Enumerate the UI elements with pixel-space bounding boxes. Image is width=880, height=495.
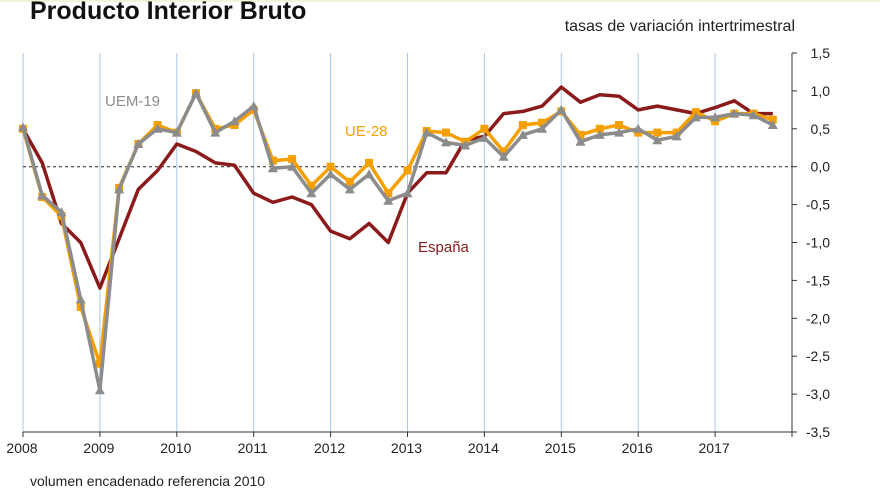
point-uem-19 <box>267 163 278 173</box>
chart-subtitle: tasas de variación intertrimestral <box>564 18 795 35</box>
point-uem-19 <box>671 131 682 141</box>
x-tick-label: 2011 <box>238 440 268 456</box>
point-ue-28 <box>345 177 354 186</box>
point-ue-28 <box>480 124 489 133</box>
point-uem-19 <box>710 112 721 122</box>
point-uem-19 <box>729 108 740 118</box>
x-tick-label: 2014 <box>468 440 499 456</box>
point-uem-19 <box>767 120 778 129</box>
x-tick-label: 2016 <box>622 440 653 456</box>
point-uem-19 <box>210 127 221 137</box>
point-ue-28 <box>614 121 623 130</box>
point-uem-19 <box>479 132 490 142</box>
point-uem-19 <box>344 184 355 194</box>
series-label-ue-28: UE-28 <box>345 123 388 140</box>
point-ue-28 <box>326 162 335 171</box>
point-uem-19 <box>364 169 375 179</box>
y-tick-label: -1,5 <box>806 272 830 288</box>
point-ue-28 <box>538 118 547 127</box>
x-tick-label: 2015 <box>545 440 576 456</box>
point-ue-28 <box>768 115 777 124</box>
point-uem-19 <box>614 127 624 137</box>
point-uem-19 <box>306 188 317 198</box>
point-uem-19 <box>75 294 86 304</box>
point-ue-28 <box>576 130 585 139</box>
point-ue-28 <box>268 156 277 165</box>
point-uem-19 <box>191 88 201 98</box>
point-uem-19 <box>152 123 163 133</box>
point-ue-28 <box>384 189 393 198</box>
y-tick-label: -2,0 <box>806 310 830 326</box>
point-uem-19 <box>287 161 298 171</box>
series-line-espa-a <box>21 85 773 290</box>
point-uem-19 <box>133 139 144 148</box>
point-ue-28 <box>95 359 104 368</box>
point-uem-19 <box>383 195 394 205</box>
chart-footnote: volumen encadenado referencia 2010 <box>30 473 266 489</box>
point-uem-19 <box>556 104 567 114</box>
x-tick-label: 2008 <box>6 440 37 456</box>
y-tick-label: -1,0 <box>806 235 830 251</box>
series-label-espa-a: España <box>418 239 470 256</box>
point-ue-28 <box>307 181 316 190</box>
point-ue-28 <box>518 121 527 130</box>
series-line-uem-19 <box>21 91 774 393</box>
y-tick-label: -0,5 <box>806 197 830 213</box>
point-uem-19 <box>517 129 528 139</box>
point-ue-28 <box>403 166 412 175</box>
point-uem-19 <box>248 101 259 111</box>
point-ue-28 <box>691 108 700 117</box>
point-uem-19 <box>441 137 451 147</box>
x-tick-label: 2012 <box>314 440 345 456</box>
point-uem-19 <box>690 112 701 122</box>
y-tick-label: 1,0 <box>811 83 831 99</box>
x-tick-label: 2010 <box>160 440 191 456</box>
series-label-uem-19: UEM-19 <box>105 93 160 110</box>
point-uem-19 <box>114 184 125 194</box>
point-uem-19 <box>594 129 605 139</box>
point-ue-28 <box>653 128 662 137</box>
point-uem-19 <box>402 188 413 198</box>
point-uem-19 <box>94 385 105 395</box>
point-uem-19 <box>18 122 28 132</box>
x-tick-label: 2017 <box>699 440 730 456</box>
point-uem-19 <box>498 151 509 161</box>
point-ue-28 <box>441 128 450 137</box>
y-tick-label: -3,0 <box>806 386 830 402</box>
point-ue-28 <box>365 158 374 167</box>
y-tick-label: -2,5 <box>806 348 830 364</box>
point-ue-28 <box>499 147 508 156</box>
point-uem-19 <box>652 135 663 145</box>
point-uem-19 <box>537 123 548 133</box>
point-uem-19 <box>633 123 644 133</box>
point-uem-19 <box>37 190 48 200</box>
y-tick-label: 1,5 <box>811 45 831 61</box>
y-tick-label: 0,5 <box>811 121 831 137</box>
point-uem-19 <box>325 169 336 179</box>
point-uem-19 <box>56 207 67 217</box>
point-uem-19 <box>171 127 182 137</box>
point-ue-28 <box>288 155 297 164</box>
point-ue-28 <box>595 124 604 133</box>
x-tick-label: 2009 <box>83 440 114 456</box>
y-tick-label: -3,5 <box>806 424 830 440</box>
point-uem-19 <box>460 140 471 150</box>
y-tick-label: 0,0 <box>811 159 831 175</box>
x-tick-label: 2013 <box>391 440 422 456</box>
point-uem-19 <box>229 116 240 126</box>
point-uem-19 <box>748 110 759 120</box>
chart-title: Producto Interior Bruto <box>30 0 307 25</box>
point-uem-19 <box>421 127 432 137</box>
point-uem-19 <box>575 136 586 146</box>
